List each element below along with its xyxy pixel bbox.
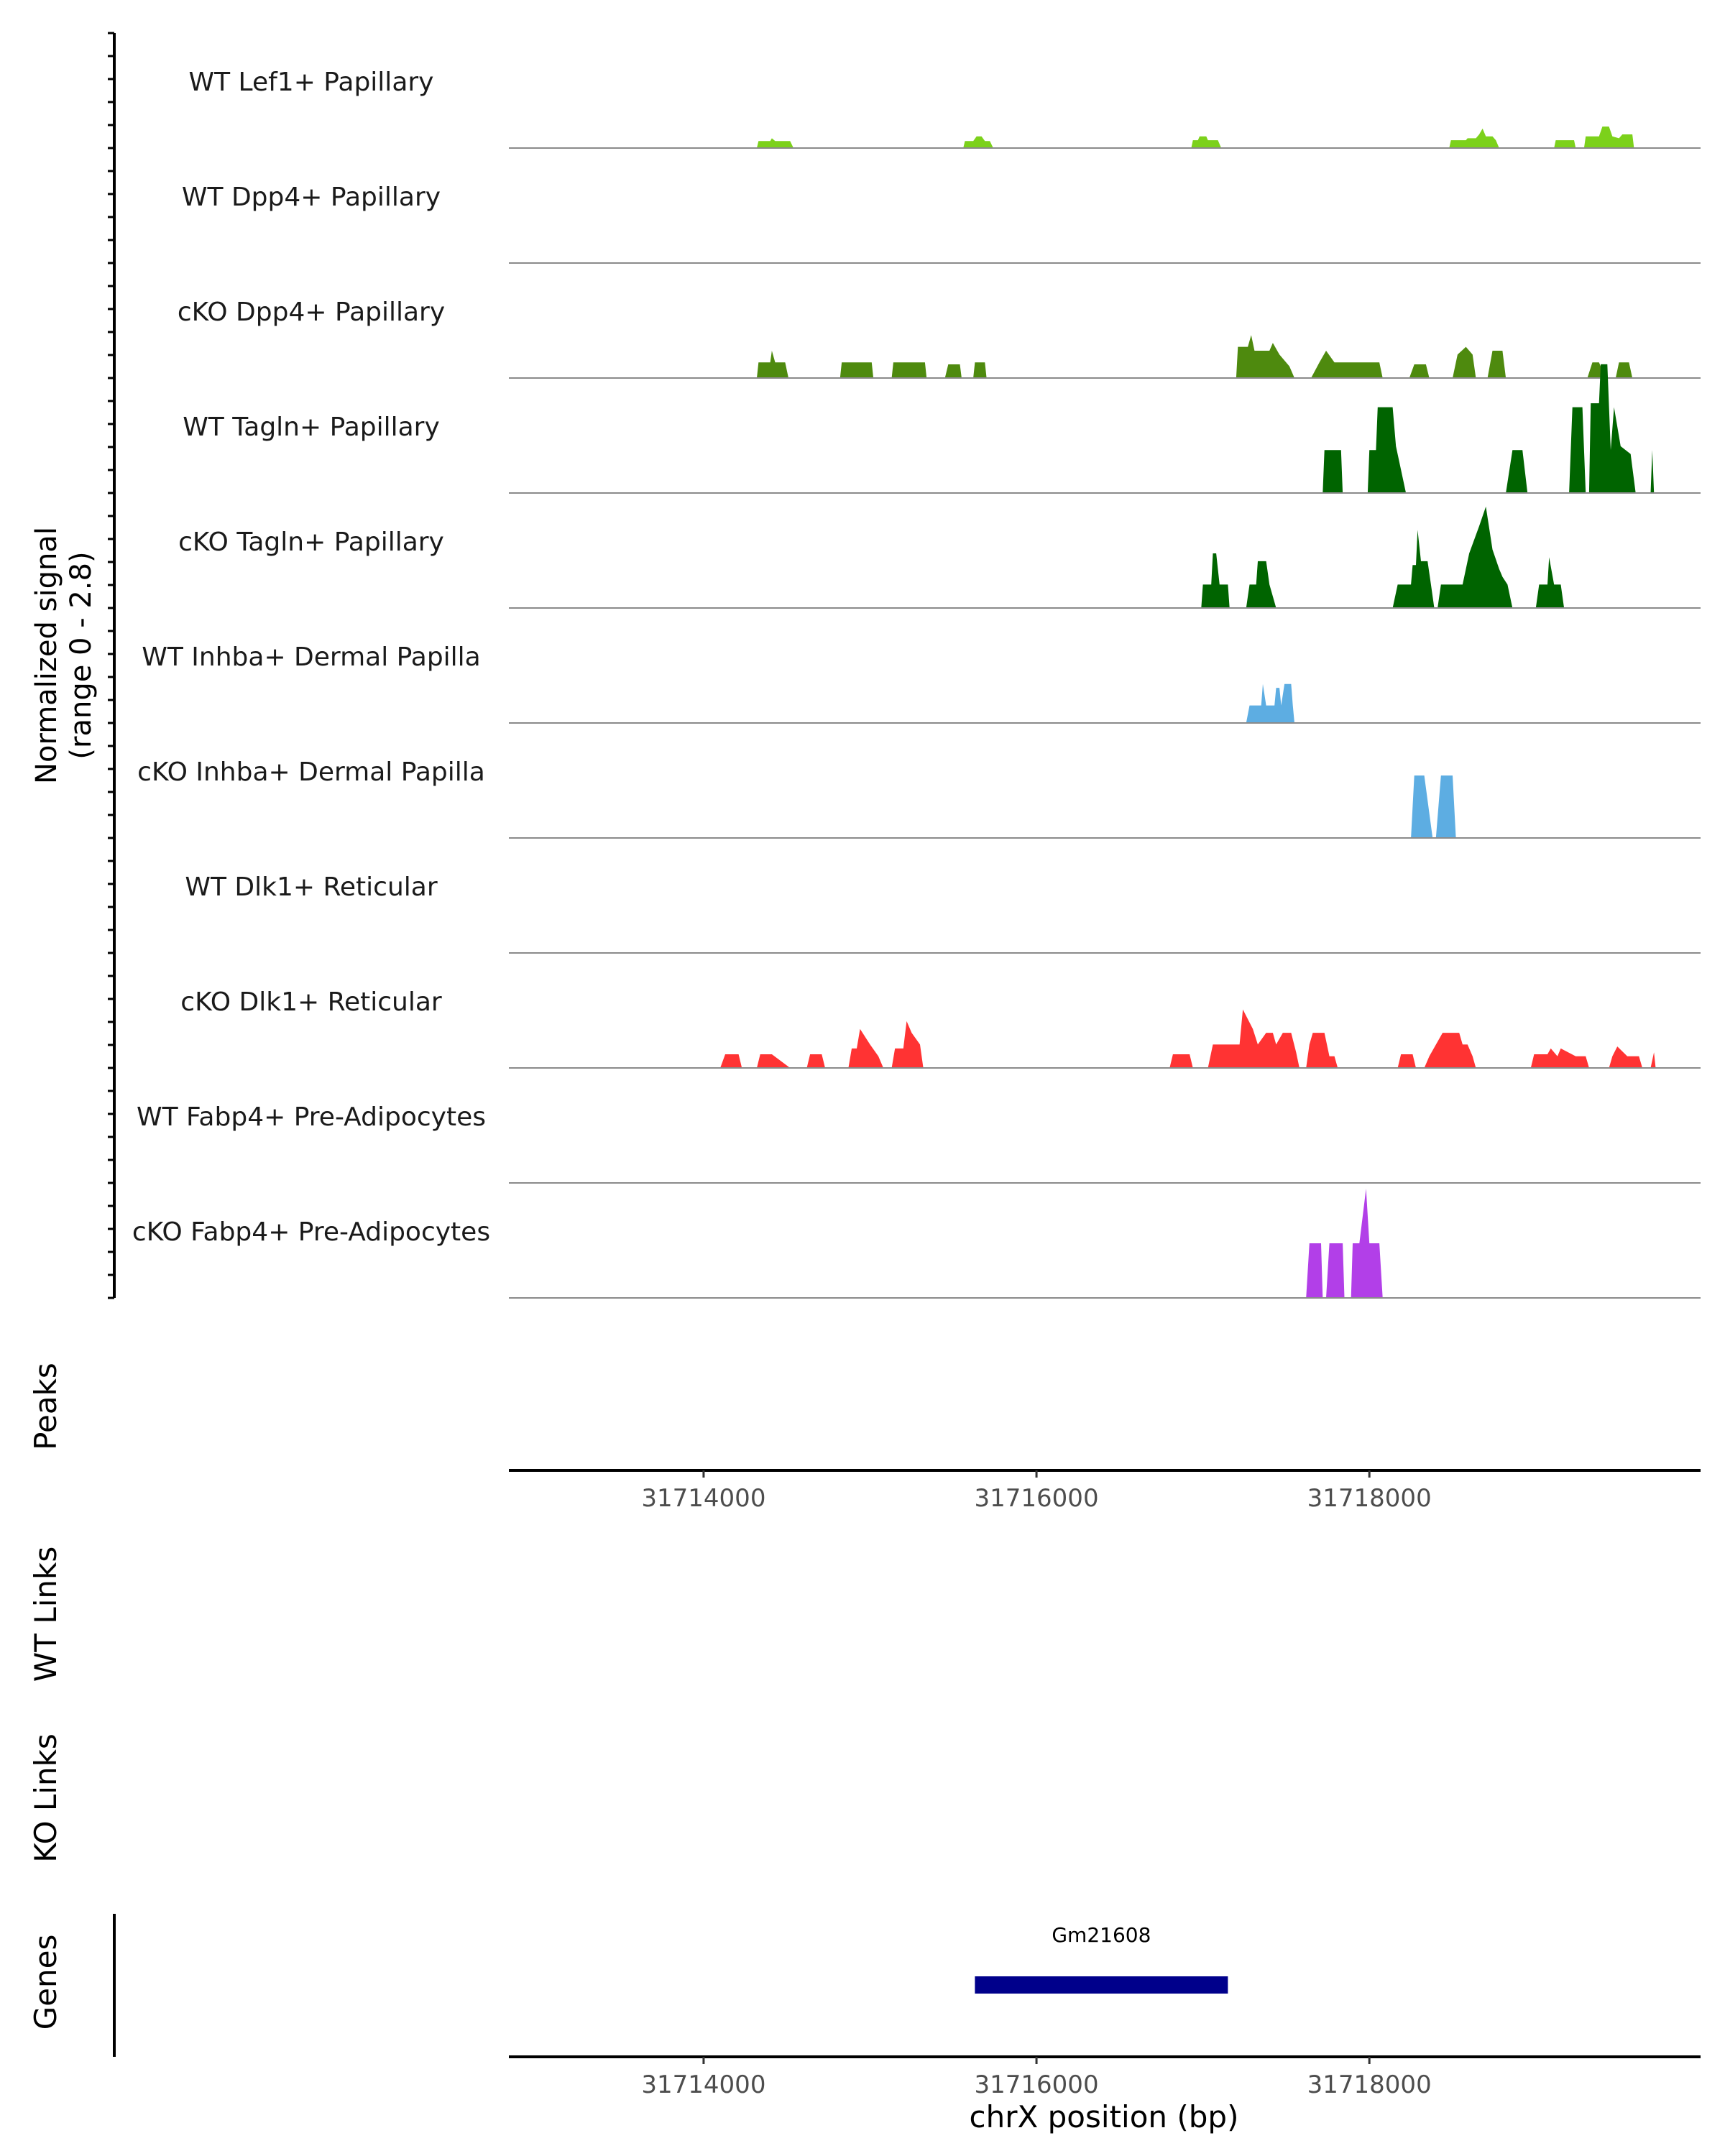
y-axis-label-line2: (range 0 - 2.8) <box>65 551 98 759</box>
y-axis-label-line1: Normalized signal <box>30 527 63 784</box>
x-tick-label: 31718000 <box>1307 2070 1432 2099</box>
track-label: WT Inhba+ Dermal Papilla <box>142 642 480 672</box>
track-label: cKO Dlk1+ Reticular <box>180 987 442 1017</box>
signal-axis <box>108 32 116 1299</box>
gene-body <box>975 1976 1228 1994</box>
x-tick-label: 31714000 <box>641 2070 765 2099</box>
track-label: WT Dlk1+ Reticular <box>185 872 437 902</box>
track-label: cKO Dpp4+ Papillary <box>178 298 445 327</box>
track-label: WT Tagln+ Papillary <box>183 413 440 442</box>
coverage-area <box>1322 364 1655 493</box>
coverage-area <box>720 1009 1656 1068</box>
peaks-label: Peaks <box>28 1363 63 1450</box>
ko-links-label: KO Links <box>28 1733 63 1863</box>
track-label: WT Fabp4+ Pre-Adipocytes <box>137 1102 486 1132</box>
track-4: WT Tagln+ Papillary <box>183 364 1701 494</box>
track-5: cKO Tagln+ Papillary <box>178 506 1701 609</box>
track-2: WT Dpp4+ Papillary <box>182 183 1701 264</box>
genes-label: Genes <box>28 1935 63 2030</box>
wt-links-label: WT Links <box>28 1547 63 1682</box>
tracks-group: WT Lef1+ Papillary WT Dpp4+ Papillary cKO … <box>132 68 1701 1299</box>
track-label: WT Dpp4+ Papillary <box>182 183 441 212</box>
coverage-area <box>1246 683 1294 723</box>
coverage-area <box>757 335 1633 378</box>
peaks-x-ticks: 31714000 31716000 31718000 <box>641 1470 1432 1513</box>
track-9: cKO Dlk1+ Reticular <box>180 987 1701 1069</box>
x-axis-title: chrX position (bp) <box>970 2099 1239 2134</box>
track-6: WT Inhba+ Dermal Papilla <box>142 642 1701 724</box>
track-11: cKO Fabp4+ Pre-Adipocytes <box>132 1189 1701 1299</box>
x-tick-label: 31714000 <box>641 1484 765 1513</box>
track-10: WT Fabp4+ Pre-Adipocytes <box>137 1102 1701 1184</box>
x-tick-label: 31716000 <box>975 2070 1099 2099</box>
track-label: cKO Inhba+ Dermal Papilla <box>137 757 485 787</box>
genes-group: Gm21608 <box>975 1923 1228 1994</box>
track-3: cKO Dpp4+ Papillary <box>178 298 1701 379</box>
coverage-area <box>1306 1189 1383 1298</box>
track-label: cKO Tagln+ Papillary <box>178 528 444 557</box>
track-1: WT Lef1+ Papillary <box>189 68 1701 149</box>
coverage-area <box>1201 506 1565 608</box>
x-tick-label: 31718000 <box>1307 1484 1432 1513</box>
track-8: WT Dlk1+ Reticular <box>185 872 1701 954</box>
track-label: cKO Fabp4+ Pre-Adipocytes <box>132 1217 490 1247</box>
coverage-area <box>1411 775 1456 838</box>
genes-x-ticks: 31714000 31716000 31718000 <box>641 2057 1432 2099</box>
track-label: WT Lef1+ Papillary <box>189 68 434 97</box>
track-7: cKO Inhba+ Dermal Papilla <box>137 757 1701 839</box>
x-tick-label: 31716000 <box>975 1484 1099 1513</box>
coverage-area <box>757 126 1634 148</box>
gene-label: Gm21608 <box>1052 1923 1151 1947</box>
